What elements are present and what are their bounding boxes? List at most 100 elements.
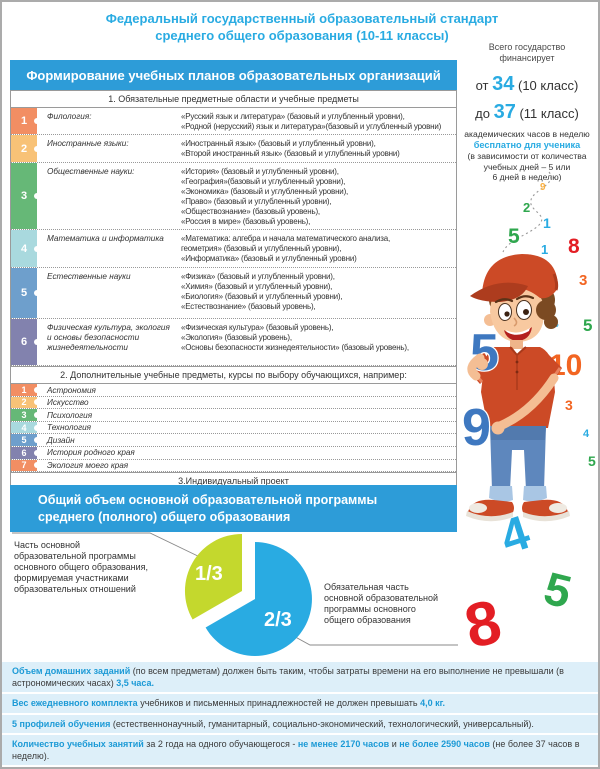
to-prefix: до xyxy=(475,106,490,121)
row-number-badge: 1 xyxy=(11,108,37,134)
table-row: 2 Иностранные языки: «Иностранный язык» … xyxy=(11,135,456,163)
held-number-nine: 9 xyxy=(462,399,491,457)
table-row: 1 Астрономия xyxy=(11,384,456,397)
pie-caption-right: Обязательная часть основной образователь… xyxy=(324,582,439,625)
subject-area-name: Общественные науки: xyxy=(47,167,135,176)
row-number-badge: 6 xyxy=(11,446,37,459)
large-number: 5 xyxy=(539,561,577,619)
to-note: (11 класс) xyxy=(519,106,579,121)
statement-highlight: 3,5 часа. xyxy=(116,677,155,688)
subject-area-name: Иностранные языки: xyxy=(47,139,129,148)
row-number-badge: 5 xyxy=(11,434,37,446)
volume-header-line2: среднего (полного) общего образования xyxy=(38,510,291,524)
scattered-number: 8 xyxy=(568,235,580,258)
footer-statement: Вес ежедневного комплекта учебников и пи… xyxy=(2,692,598,713)
row-number-badge: 4 xyxy=(11,230,37,267)
from-note: (10 класс) xyxy=(518,78,579,93)
financing-condition: (в зависимости от количества учебных дне… xyxy=(467,151,587,182)
to-value: 37 xyxy=(493,101,516,123)
table-row: 6 История родного края xyxy=(11,446,456,460)
statement-text: (по всем предметам) должен быть таким, ч… xyxy=(12,666,564,688)
row-number-badge: 4 xyxy=(11,421,37,434)
footer-statement: Количество учебных занятий за 2 года на … xyxy=(2,733,598,765)
subject-list: «Иностранный язык» (базовый и углубленны… xyxy=(181,139,400,158)
statement-text: за 2 года на одного обучающегося - xyxy=(143,739,298,749)
elective-subject-label: Технология xyxy=(47,423,92,433)
held-number-five: 5 xyxy=(470,324,499,382)
statement-highlight: 5 профилей обучения xyxy=(12,718,111,729)
student-boy-illustration: 5 9 xyxy=(461,254,570,522)
statement-highlight: 4,0 кг. xyxy=(420,698,445,708)
financing-panel: Всего государство финансирует от 34 (10 … xyxy=(454,42,598,183)
table-row: 4 Технология xyxy=(11,421,456,435)
elective-subject-label: Дизайн xyxy=(47,435,75,445)
scattered-number: 1 xyxy=(541,242,549,257)
row-number-badge: 6 xyxy=(11,319,37,365)
pie-caption-left: Часть основной образовательной программы… xyxy=(14,540,149,594)
row-number-badge: 5 xyxy=(11,268,37,318)
boy-jeans xyxy=(490,426,546,490)
elective-subject-label: Психология xyxy=(47,410,93,420)
scattered-number: 5 xyxy=(588,453,596,469)
elective-subject-label: Астрономия xyxy=(47,385,96,395)
row-number-badge: 3 xyxy=(11,163,37,229)
elective-subject-label: Искусство xyxy=(47,398,89,408)
scattered-number: 3 xyxy=(579,272,588,289)
statement-highlight: не менее 2170 часов xyxy=(297,739,390,749)
elective-subject-label: Экология моего края xyxy=(47,461,129,471)
financing-intro: Всего государство финансирует xyxy=(488,42,566,63)
pie-slice-two-thirds xyxy=(205,542,312,657)
statement-text: и xyxy=(389,739,400,749)
subject-area-name: Физическая культура, экология и основы б… xyxy=(47,323,170,352)
curriculum-table: 1. Обязательные предметные области и уче… xyxy=(10,90,457,491)
statement-highlight: Объем домашних заданий xyxy=(12,666,131,676)
row-number-badge: 3 xyxy=(11,409,37,421)
table-row: 3 Психология xyxy=(11,409,456,422)
page-title: Федеральный государственный образователь… xyxy=(2,10,598,44)
scattered-number: 5 xyxy=(583,316,593,335)
scattered-number: 9 xyxy=(540,182,546,193)
table-row: 1 Филология: «Русский язык и литература»… xyxy=(11,108,456,135)
volume-header-banner: Общий объем основной образовательной про… xyxy=(10,485,457,532)
plans-header-banner: Формирование учебных планов образователь… xyxy=(10,60,457,90)
footer-statement: Внеурочная деятельность до 10 часов в не… xyxy=(2,765,598,767)
table-row: 4 Математика и информатика «Математика: … xyxy=(11,230,456,268)
elective-subject-label: История родного края xyxy=(47,448,135,458)
scattered-number: 2 xyxy=(523,200,531,215)
subject-list: «История» (базовый и углубленный уровни)… xyxy=(181,167,349,226)
statement-text: учебников и письменных принадлежностей н… xyxy=(137,698,421,708)
pie-slice-one-third xyxy=(184,534,242,620)
statement-text: (не более 37 часов в неделю). xyxy=(12,739,580,761)
subject-list: «Физика» (базовый и углубленный уровни),… xyxy=(181,272,343,311)
from-prefix: от xyxy=(475,78,489,93)
footer-statement: Объем домашних заданий (по всем предмета… xyxy=(2,662,598,692)
row-number-badge: 7 xyxy=(11,459,37,472)
subject-area-name: Математика и информатика xyxy=(47,234,164,243)
table-row: 5 Естественные науки «Физика» (базовый и… xyxy=(11,268,456,319)
row-number-badge: 1 xyxy=(11,384,37,396)
statement-highlight: Количество учебных занятий xyxy=(12,739,144,749)
from-value: 34 xyxy=(492,73,515,95)
boy-figure: 5 9 xyxy=(461,254,570,522)
volume-header-line1: Общий объем основной образовательной про… xyxy=(38,493,378,507)
subject-area-name: Естественные науки xyxy=(47,272,131,281)
subject-area-name: Филология: xyxy=(47,112,92,121)
page-title-line1: Федеральный государственный образователь… xyxy=(105,11,499,26)
section3-header: 3.Индивидуальный проект xyxy=(11,472,456,489)
scattered-number: 3 xyxy=(565,397,573,413)
row-number-badge: 2 xyxy=(11,396,37,409)
financing-free-note: бесплатно для ученика xyxy=(473,140,581,150)
pie-label-one-third: 1/3 xyxy=(195,563,223,585)
page-title-line2: среднего общего образования (10-11 класс… xyxy=(155,28,449,43)
table-row: 6 Физическая культура, экология и основы… xyxy=(11,319,456,366)
table-row: 3 Общественные науки: «История» (базовый… xyxy=(11,163,456,230)
table-row: 7 Экология моего края xyxy=(11,459,456,473)
large-number: 8 xyxy=(459,587,508,662)
table-row: 2 Искусство xyxy=(11,396,456,410)
scattered-number: 4 xyxy=(583,428,590,440)
section1-header: 1. Обязательные предметные области и уче… xyxy=(11,91,456,108)
scattered-number: 5 xyxy=(508,225,520,248)
subject-list: «Математика: алгебра и начала математиче… xyxy=(181,234,391,263)
statement-highlight: не более 2590 часов xyxy=(399,739,490,749)
scattered-number: 1 xyxy=(543,215,551,231)
